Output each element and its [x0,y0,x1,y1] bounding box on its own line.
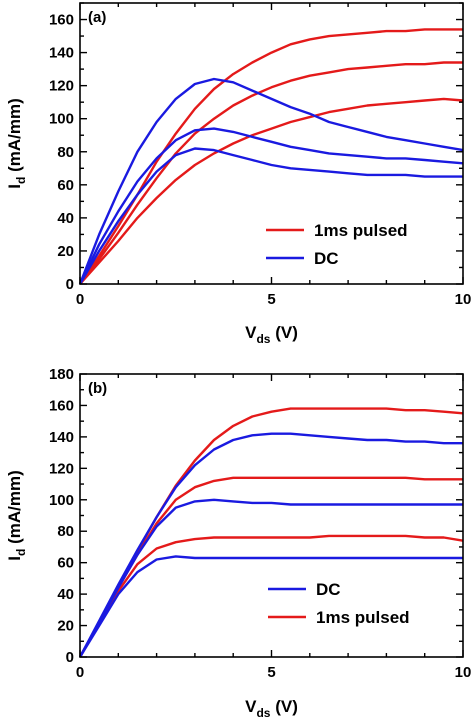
panel-a-x-tick-label: 10 [455,291,472,308]
panel-b-y-tick-label: 140 [49,429,74,446]
panel-b-series-line-dc-5 [78,555,463,658]
panel-a-y-tick-label: 20 [57,243,74,260]
panel-a-x-tick-label: 5 [267,291,275,308]
panel-a-y-tick-label: 140 [49,45,74,62]
panel-b-y-tick-label: 100 [49,492,74,509]
panel-b-y-axis-title: Id (mA/mm) [5,470,28,560]
panel-b-y-tick-label: 0 [66,649,74,666]
panel-a-x-tick-label: 0 [76,291,84,308]
panel-a-y-tick-label: 0 [66,276,74,293]
panel-b-series-line-dc-4 [78,498,463,658]
panel-a-series-line-pulsed-0 [79,28,463,285]
panel-a-y-axis-title: Id (mA/mm) [5,98,28,188]
panel-a-series-line-dc-5 [78,147,463,285]
panel-a-legend-label-pulsed: 1ms pulsed [314,221,408,240]
panel-b-y-tick-label: 60 [57,555,74,572]
panel-a-series-line-pulsed-2 [79,97,464,285]
panel-b-y-tick-label: 20 [57,618,74,635]
panel-a-y-tick-label: 40 [57,210,74,227]
panel-b-y-tick-label: 40 [57,586,74,603]
panel-b-x-tick-label: 10 [455,664,472,681]
panel-b-legend-label-pulsed: 1ms pulsed [316,608,410,627]
panel-a-series-line-pulsed-1 [79,61,463,285]
panel-b-series-line-pulsed-2 [78,534,464,658]
panel-b-y-tick-label: 120 [49,460,74,477]
panel-b-series-line-dc-3 [78,432,463,658]
panel-a-x-axis-title: Vds (V) [245,323,298,346]
panel-a-y-tick-label: 60 [57,177,74,194]
panel-b-y-tick-label: 180 [49,366,74,383]
panel-b-y-tick-label: 160 [49,397,74,414]
panel-b-x-tick-label: 0 [76,664,84,681]
panel-a-axes-frame [79,2,464,285]
panel-a-series-line-dc-4 [78,127,464,285]
panel-a-y-tick-label: 100 [49,111,74,128]
panel-a-legend-label-dc: DC [314,249,339,268]
panel-a-y-tick-label: 160 [49,12,74,29]
panel-a-y-tick-label: 120 [49,78,74,95]
panel-b-label: (b) [88,380,107,397]
panel-a-series-line-dc-3 [78,77,464,285]
panel-b-x-axis-title: Vds (V) [245,697,298,720]
panel-b-x-tick-label: 5 [267,664,275,681]
panel-b-legend-label-dc: DC [316,580,341,599]
panel-a-y-tick-label: 80 [57,144,74,161]
panel-b-y-tick-label: 80 [57,523,74,540]
panel-a-label: (a) [88,9,106,26]
